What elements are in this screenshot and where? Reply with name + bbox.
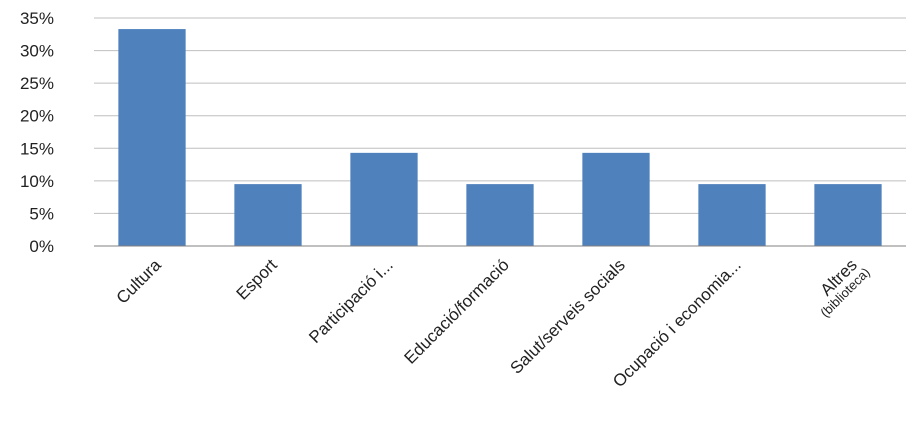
y-tick-label: 5% — [29, 204, 54, 223]
x-tick-label: Educació/formació — [401, 255, 513, 367]
bar — [582, 152, 650, 246]
x-tick-label: Ocupació i economia... — [609, 255, 745, 391]
x-tick-label-group: Cultura — [113, 255, 166, 308]
x-tick-label: Salut/serveis socials — [506, 255, 628, 377]
y-tick-label: 25% — [20, 74, 54, 93]
y-tick-label: 30% — [20, 42, 54, 61]
bar — [466, 184, 534, 246]
bar — [814, 184, 882, 246]
y-tick-label: 35% — [20, 9, 54, 28]
x-axis-labels: Cultura Esport Participació i... Educació/f… — [113, 255, 873, 391]
y-tick-label: 20% — [20, 107, 54, 126]
x-tick-label-group: Ocupació i economia... — [609, 255, 745, 391]
bar — [698, 184, 766, 246]
y-axis-ticks: 0% 5% 10% 15% 20% 25% 30% 35% — [20, 9, 54, 256]
y-tick-label: 15% — [20, 139, 54, 158]
x-tick-label: Cultura — [113, 255, 166, 308]
x-tick-label-group: Salut/serveis socials — [506, 255, 628, 377]
y-tick-label: 0% — [29, 237, 54, 256]
bars — [118, 29, 882, 247]
x-tick-label-group: Participació i... — [305, 255, 397, 347]
bar — [350, 152, 418, 246]
bar — [118, 29, 186, 247]
x-tick-label-group: Educació/formació — [401, 255, 513, 367]
bar — [234, 184, 302, 246]
x-tick-label-group: Esport — [233, 255, 281, 303]
x-tick-label-group: Altres(biblioteca) — [817, 255, 873, 320]
y-tick-label: 10% — [20, 172, 54, 191]
x-tick-label: Esport — [233, 255, 281, 303]
x-tick-label: Participació i... — [305, 255, 397, 347]
gridlines — [94, 17, 906, 214]
